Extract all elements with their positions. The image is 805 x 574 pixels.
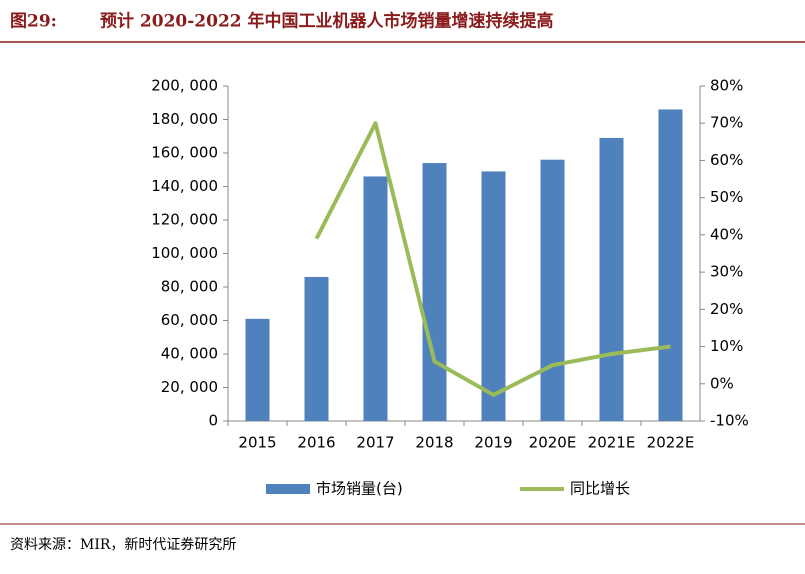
y-tick-label: 80, 000	[161, 278, 218, 296]
x-tick-label: 2015	[238, 434, 276, 452]
bar	[481, 171, 506, 421]
bar	[422, 163, 447, 422]
line	[314, 121, 671, 397]
legend-label: 市场销量(台)	[316, 480, 403, 498]
y-tick-label: 160, 000	[151, 144, 218, 162]
x-tick-label: 2016	[297, 434, 335, 452]
y-tick-label: 0	[208, 412, 218, 430]
y2-tick-label: 70%	[710, 114, 743, 132]
bar	[363, 176, 388, 421]
y-tick-label: 200, 000	[151, 77, 218, 95]
y2-tick-label: 50%	[710, 188, 743, 206]
y2-tick-label: -10%	[710, 412, 749, 430]
y2-tick-label: 20%	[710, 300, 743, 318]
x-tick-label: 2017	[356, 434, 394, 452]
y2-tick-label: 60%	[710, 151, 743, 169]
bar	[658, 109, 683, 421]
y-tick-label: 180, 000	[151, 110, 218, 128]
y2-tick-label: 30%	[710, 263, 743, 281]
chart-title: 预计 2020-2022 年中国工业机器人市场销量增速持续提高	[100, 11, 554, 32]
y2-tick-label: 0%	[710, 374, 734, 392]
figure-label: 图29:	[10, 12, 57, 32]
bar	[245, 318, 270, 421]
y-tick-label: 120, 000	[151, 211, 218, 229]
x-tick-label: 2022E	[647, 434, 695, 452]
legend-label: 同比增长	[570, 480, 630, 498]
y-tick-label: 40, 000	[161, 345, 218, 363]
y-tick-label: 100, 000	[151, 244, 218, 262]
bar	[599, 137, 624, 422]
x-tick-label: 2018	[415, 434, 453, 452]
y-tick-label: 60, 000	[161, 311, 218, 329]
y-tick-label: 20, 000	[161, 378, 218, 396]
bar	[540, 159, 565, 421]
x-tick-label: 2020E	[529, 434, 577, 452]
source: 资料来源：MIR，新时代证券研究所	[10, 537, 236, 553]
bar	[304, 276, 329, 421]
y2-tick-label: 10%	[710, 337, 743, 355]
y2-tick-label: 40%	[710, 225, 743, 243]
y2-tick-label: 80%	[710, 77, 743, 95]
legend-swatch	[266, 484, 310, 494]
x-tick-label: 2021E	[588, 434, 636, 452]
x-tick-label: 2019	[474, 434, 512, 452]
y-tick-label: 140, 000	[151, 177, 218, 195]
